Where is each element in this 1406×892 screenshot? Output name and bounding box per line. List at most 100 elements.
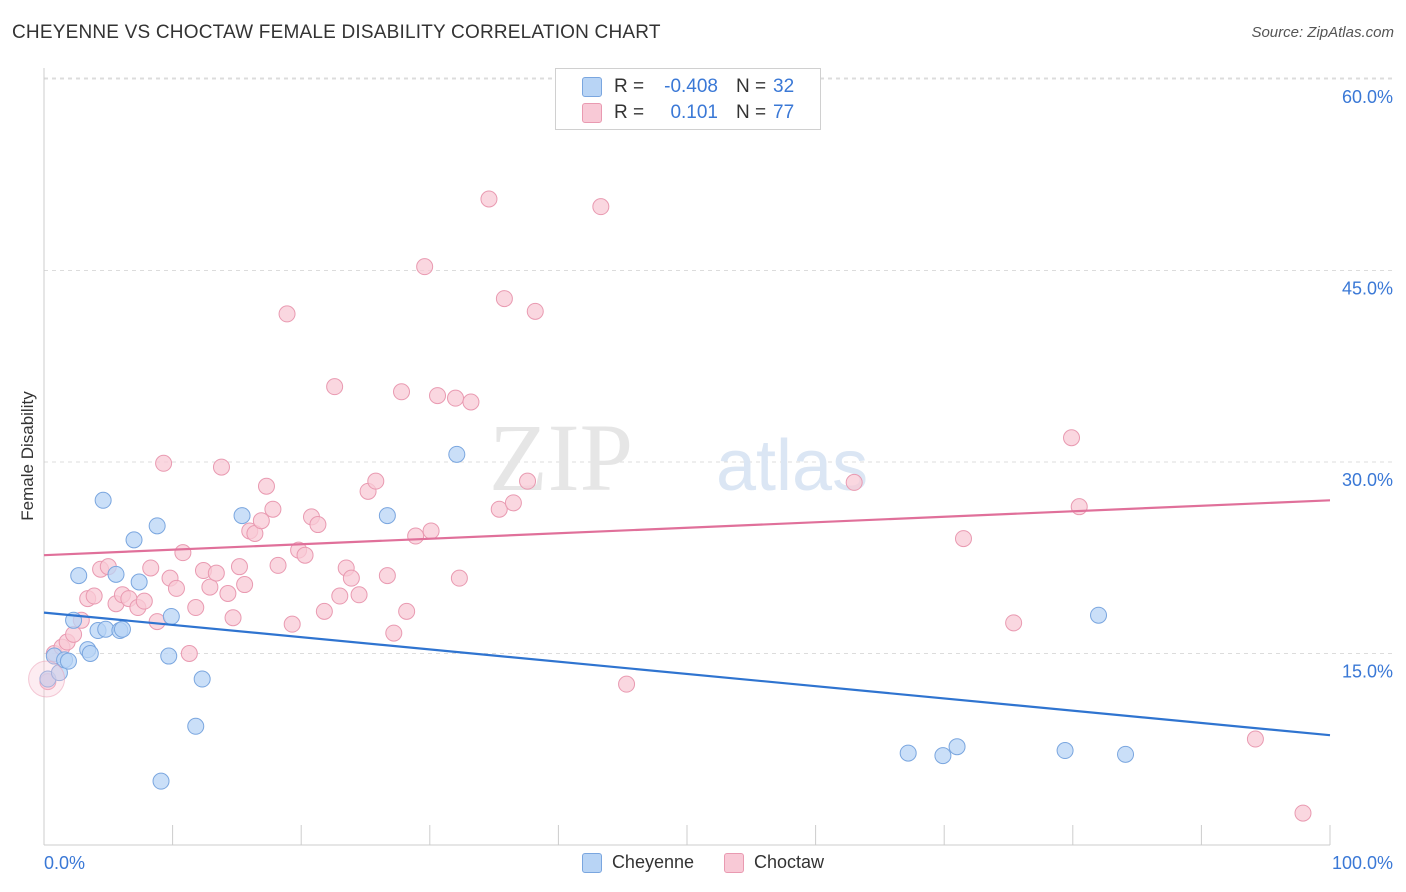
watermark: ZIP atlas [489, 404, 868, 511]
choctaw-point [142, 559, 160, 577]
choctaw-point [398, 602, 416, 620]
choctaw-point [1246, 730, 1264, 748]
choctaw-point [342, 569, 360, 587]
legend-item-choctaw[interactable]: Choctaw [724, 852, 824, 873]
cheyenne-point [70, 567, 88, 585]
choctaw-point [393, 383, 411, 401]
choctaw-point [167, 579, 185, 597]
choctaw-point [278, 305, 296, 323]
cheyenne-point [148, 517, 166, 535]
cheyenne-point [187, 717, 205, 735]
cheyenne-point [130, 573, 148, 591]
choctaw-point [252, 512, 270, 530]
choctaw-point [326, 378, 344, 396]
legend-r-label: R = [614, 102, 645, 123]
correlation-legend: R = -0.408 N = 32 R = 0.101 N = 77 [555, 68, 821, 130]
legend-item-cheyenne[interactable]: Cheyenne [581, 852, 695, 873]
choctaw-legend-swatch [724, 852, 745, 873]
choctaw-point [367, 472, 385, 490]
y-tick-label: 45.0% [1342, 279, 1393, 299]
y-tick-label: 15.0% [1342, 662, 1393, 682]
legend-r-label: R = [614, 76, 645, 97]
choctaw-point [309, 516, 327, 534]
choctaw-point [845, 473, 863, 491]
cheyenne-point [125, 531, 143, 549]
choctaw-point [236, 576, 254, 594]
choctaw-point [480, 190, 498, 208]
cheyenne-legend-label: Cheyenne [611, 852, 695, 872]
choctaw-point [526, 302, 544, 320]
choctaw-point [429, 387, 447, 405]
cheyenne-point [934, 747, 952, 765]
choctaw-point [135, 592, 153, 610]
cheyenne-point [1090, 606, 1108, 624]
cheyenne-point [113, 620, 131, 638]
choctaw-point [180, 645, 198, 662]
watermark-atlas: atlas [716, 426, 868, 506]
cluster-point [28, 660, 66, 698]
choctaw-point [1063, 429, 1081, 447]
cheyenne-point [97, 620, 115, 638]
choctaw-point [504, 494, 522, 512]
choctaw-legend-label: Choctaw [754, 852, 825, 872]
choctaw-point [264, 500, 282, 518]
choctaw-point [212, 458, 230, 476]
choctaw-point [592, 198, 610, 216]
cheyenne-point [1056, 742, 1074, 760]
choctaw-point [350, 586, 368, 604]
choctaw-point [450, 569, 468, 587]
cheyenne-point [162, 607, 180, 625]
tick-labels: 15.0% 30.0% 45.0% 60.0% 0.0% 100.0% [44, 87, 1393, 873]
choctaw-point [283, 615, 301, 633]
watermark-zip: ZIP [489, 404, 633, 511]
choctaw-point [954, 530, 972, 548]
cheyenne-point [94, 491, 112, 509]
choctaw-point [230, 558, 248, 576]
cheyenne-point [899, 744, 917, 762]
choctaw-point [416, 258, 434, 276]
choctaw-point [490, 500, 508, 518]
choctaw-point [207, 564, 225, 582]
legend-r-value: -0.408 [664, 76, 718, 97]
cheyenne-trend-line [43, 611, 1331, 737]
choctaw-point [257, 477, 275, 495]
x-tick-label: 100.0% [1332, 853, 1393, 873]
cheyenne-point [152, 772, 170, 790]
choctaw-point [174, 544, 192, 562]
cheyenne-point [1117, 745, 1135, 763]
cheyenne-point [59, 652, 77, 670]
chart-title: CHEYENNE VS CHOCTAW FEMALE DISABILITY CO… [12, 22, 661, 43]
choctaw-point [385, 624, 403, 642]
cheyenne-legend-swatch [581, 852, 602, 873]
legend-n-value: 32 [773, 76, 795, 97]
cheyenne-point [160, 647, 178, 665]
chart-source: Source: ZipAtlas.com [1251, 24, 1394, 41]
choctaw-point [462, 393, 480, 411]
cheyenne-point [107, 565, 125, 583]
choctaw-point [422, 522, 440, 540]
legend-n-label: N = [736, 76, 767, 97]
choctaw-point [219, 584, 237, 602]
cheyenne-point [81, 645, 99, 662]
choctaw-point [447, 389, 465, 407]
trend-lines [43, 499, 1331, 737]
choctaw-point [85, 587, 103, 605]
cheyenne-point [948, 738, 966, 756]
choctaw-swatch [582, 103, 602, 123]
cheyenne-point [378, 507, 396, 525]
choctaw-trend-line [43, 499, 1331, 557]
choctaw-point [378, 567, 396, 585]
choctaw-point [331, 587, 349, 605]
y-tick-label: 60.0% [1342, 87, 1393, 107]
choctaw-point [315, 602, 333, 620]
choctaw-point [1294, 804, 1312, 822]
cheyenne-point [193, 670, 211, 688]
legend-n-label: N = [736, 102, 767, 123]
choctaw-point [296, 546, 314, 564]
cheyenne-point [448, 445, 466, 463]
choctaw-point [155, 454, 173, 472]
choctaw-point [201, 578, 219, 596]
choctaw-point [618, 675, 636, 693]
cheyenne-point [233, 507, 251, 525]
